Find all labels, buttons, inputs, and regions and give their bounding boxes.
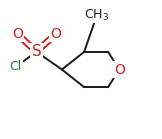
Text: S: S (32, 44, 41, 59)
Text: O: O (12, 27, 23, 41)
Text: CH$_3$: CH$_3$ (84, 8, 110, 23)
Text: O: O (114, 63, 125, 76)
Text: Cl: Cl (10, 60, 22, 73)
Text: O: O (50, 27, 61, 41)
